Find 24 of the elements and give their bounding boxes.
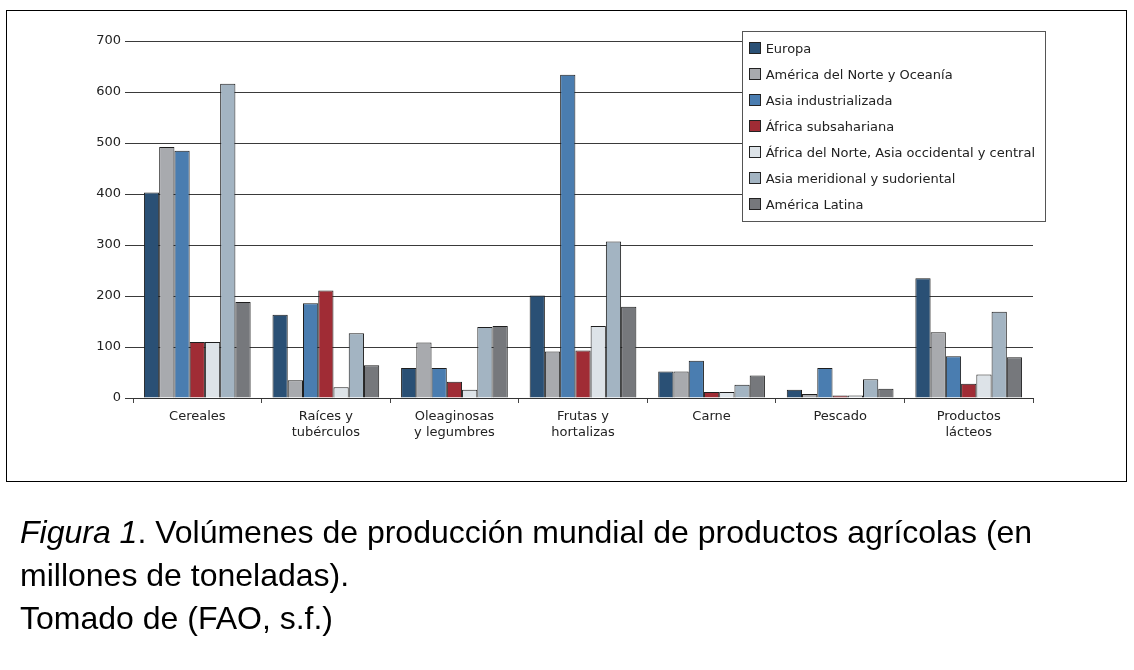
y-tick-label: 500: [96, 134, 121, 150]
x-tick-label: Raíces y tubérculos: [291, 408, 361, 439]
x-tick-label: Oleaginosas y legumbres: [414, 408, 495, 439]
x-tick-label: Productos lácteos: [936, 408, 1001, 439]
y-tick-label: 700: [96, 32, 121, 48]
legend-label: África del Norte, Asia occidental y central: [765, 144, 1035, 160]
legend-label: América Latina: [765, 196, 864, 212]
x-tick-label: Frutas y hortalizas: [551, 408, 615, 439]
text: Figura 1. Volúmenes de producción mundial de productos agrícolas (en millones de toneladas).: [20, 513, 1034, 595]
x-tick-label: Pescado: [813, 408, 867, 424]
y-tick-label: 300: [96, 236, 121, 252]
y-tick-label: 600: [96, 83, 121, 99]
legend-label: Asia industrializada: [765, 92, 893, 108]
legend-label: Asia meridional y sudoriental: [765, 170, 956, 186]
text: Tomado de (FAO, s.f.): [20, 599, 334, 638]
y-tick-label: 200: [96, 287, 121, 303]
y-tick-label: 100: [96, 338, 121, 354]
legend-label: Europa: [765, 40, 812, 56]
x-tick-label: Carne: [692, 408, 731, 424]
legend-label: África subsahariana: [765, 118, 895, 134]
y-tick-label: 400: [96, 185, 121, 201]
legend-label: América del Norte y Oceanía: [765, 66, 953, 82]
y-tick-label: 0: [112, 389, 121, 405]
x-tick-label: Cereales: [169, 408, 226, 424]
